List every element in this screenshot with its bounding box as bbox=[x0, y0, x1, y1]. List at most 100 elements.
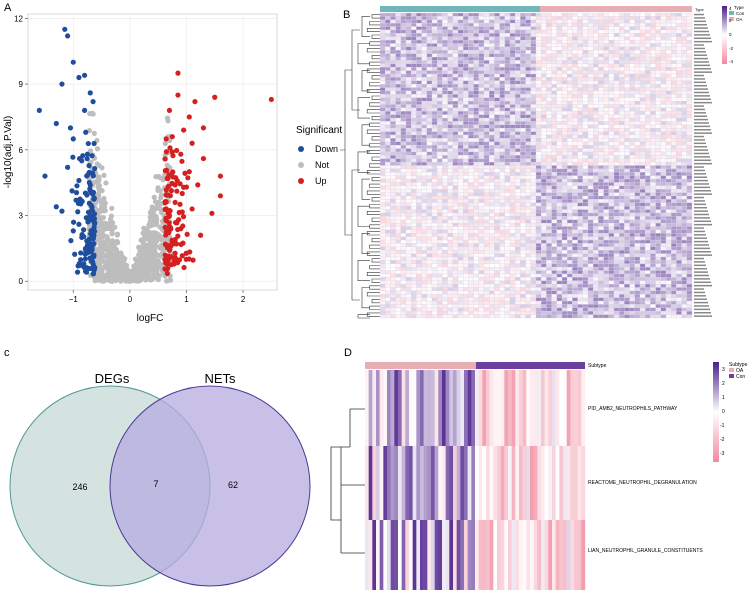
deg-heatmap-cell bbox=[603, 90, 609, 95]
deg-heatmap-cell bbox=[431, 206, 438, 210]
deg-heatmap-cell bbox=[567, 175, 573, 180]
deg-heatmap-cell bbox=[520, 178, 526, 183]
deg-heatmap-cell bbox=[613, 70, 620, 75]
volcano-point-not bbox=[141, 243, 148, 249]
deg-heatmap-cell bbox=[556, 84, 563, 88]
deg-heatmap-cell bbox=[629, 199, 635, 203]
deg-heatmap-cell bbox=[463, 121, 469, 125]
deg-heatmap-cell bbox=[665, 138, 672, 142]
deg-heatmap-cell bbox=[494, 219, 500, 224]
volcano-point-down bbox=[85, 171, 91, 177]
deg-heatmap-cell bbox=[535, 46, 542, 51]
deg-heatmap-cell bbox=[405, 172, 412, 176]
deg-heatmap-cell bbox=[457, 53, 464, 58]
deg-heatmap-cell bbox=[463, 138, 469, 142]
deg-heatmap-cell bbox=[645, 195, 651, 200]
deg-heatmap-cell bbox=[671, 161, 677, 166]
deg-heatmap-cell bbox=[463, 23, 469, 27]
deg-heatmap-cell bbox=[671, 178, 677, 183]
deg-heatmap-cell bbox=[572, 202, 578, 207]
deg-heatmap-cell bbox=[379, 131, 386, 136]
volcano-point-down bbox=[69, 188, 75, 194]
deg-heatmap-cell bbox=[541, 172, 547, 176]
deg-heatmap-cell bbox=[541, 189, 547, 193]
deg-heatmap-cell bbox=[603, 46, 609, 51]
deg-heatmap-cell bbox=[541, 23, 547, 27]
volcano-point-up bbox=[172, 255, 178, 261]
deg-heatmap-cell bbox=[494, 104, 500, 109]
deg-heatmap-cell bbox=[619, 182, 625, 186]
volcano-point-up bbox=[183, 250, 189, 256]
deg-heatmap-cell bbox=[624, 172, 630, 176]
deg-heatmap-cell bbox=[478, 155, 485, 159]
deg-heatmap-cell bbox=[390, 90, 396, 95]
deg-heatmap-cell bbox=[442, 182, 448, 186]
deg-heatmap-cell bbox=[572, 84, 578, 88]
deg-heatmap-cell bbox=[645, 138, 651, 142]
deg-heatmap-cell bbox=[556, 100, 563, 105]
volcano-point-up bbox=[176, 209, 182, 216]
deg-heatmap-cell bbox=[468, 199, 474, 203]
deg-heatmap-cell bbox=[390, 77, 396, 81]
deg-heatmap-cell bbox=[639, 138, 646, 142]
deg-heatmap-cell bbox=[598, 175, 604, 180]
volcano-point-not bbox=[150, 241, 156, 247]
deg-heatmap-cell bbox=[655, 56, 661, 61]
deg-heatmap-cell bbox=[551, 33, 557, 37]
deg-heatmap-cell bbox=[561, 168, 568, 173]
deg-heatmap-cell bbox=[530, 182, 537, 186]
deg-heatmap-cell bbox=[395, 33, 401, 37]
deg-heatmap-cell bbox=[660, 138, 667, 142]
deg-heatmap-cell bbox=[624, 192, 630, 197]
deg-heatmap-cell bbox=[613, 60, 620, 64]
deg-heatmap-cell bbox=[629, 158, 635, 163]
deg-heatmap-cell bbox=[613, 199, 620, 203]
deg-heatmap-cell bbox=[639, 46, 646, 51]
deg-heatmap-cell bbox=[593, 63, 599, 68]
deg-heatmap-cell bbox=[525, 189, 531, 193]
deg-heatmap-cell bbox=[541, 195, 547, 200]
deg-heatmap-cell bbox=[447, 84, 453, 88]
deg-heatmap-cell bbox=[660, 145, 667, 149]
deg-heatmap-cell bbox=[395, 178, 401, 183]
deg-heatmap-cell bbox=[681, 212, 687, 217]
deg-heatmap-cell bbox=[603, 151, 609, 156]
deg-heatmap-cell bbox=[593, 155, 599, 159]
volcano-point-up bbox=[175, 70, 181, 76]
deg-heatmap-cell bbox=[509, 60, 516, 64]
volcano-point-not bbox=[137, 261, 143, 268]
deg-heatmap-cell bbox=[655, 117, 661, 122]
deg-heatmap-cell bbox=[645, 202, 651, 207]
deg-heatmap-cell bbox=[494, 175, 500, 180]
deg-heatmap-cell bbox=[629, 46, 635, 51]
deg-heatmap-cell bbox=[676, 131, 682, 136]
volcano-point-up bbox=[181, 264, 187, 271]
deg-heatmap-cell bbox=[634, 104, 641, 109]
deg-heatmap-cell bbox=[385, 117, 391, 122]
deg-heatmap-cell bbox=[525, 206, 531, 210]
deg-heatmap-cell bbox=[483, 87, 490, 92]
deg-heatmap-cell bbox=[515, 117, 521, 122]
deg-heatmap-cell bbox=[515, 107, 521, 112]
deg-heatmap-cell bbox=[593, 151, 599, 156]
deg-heatmap-cell bbox=[676, 165, 682, 170]
deg-heatmap-cell bbox=[655, 19, 661, 24]
deg-heatmap-cell bbox=[639, 192, 646, 197]
deg-heatmap-cell bbox=[613, 77, 620, 81]
deg-heatmap-cell bbox=[385, 26, 391, 31]
deg-heatmap-cell bbox=[551, 97, 557, 102]
deg-heatmap-cell bbox=[452, 155, 459, 159]
deg-heatmap-cell bbox=[582, 84, 589, 88]
deg-heatmap-cell bbox=[551, 23, 557, 27]
volcano-point-down bbox=[83, 250, 89, 256]
deg-heatmap-cell bbox=[561, 70, 568, 75]
deg-heatmap-cell bbox=[582, 165, 589, 170]
deg-heatmap-cell bbox=[504, 134, 511, 139]
deg-heatmap-cell bbox=[671, 80, 677, 85]
deg-heatmap-cell bbox=[608, 168, 615, 173]
deg-heatmap-cell bbox=[442, 121, 448, 125]
deg-heatmap-cell bbox=[639, 151, 646, 156]
deg-heatmap-cell bbox=[650, 70, 656, 75]
deg-heatmap-cell bbox=[671, 168, 677, 173]
deg-heatmap-cell bbox=[655, 67, 661, 71]
